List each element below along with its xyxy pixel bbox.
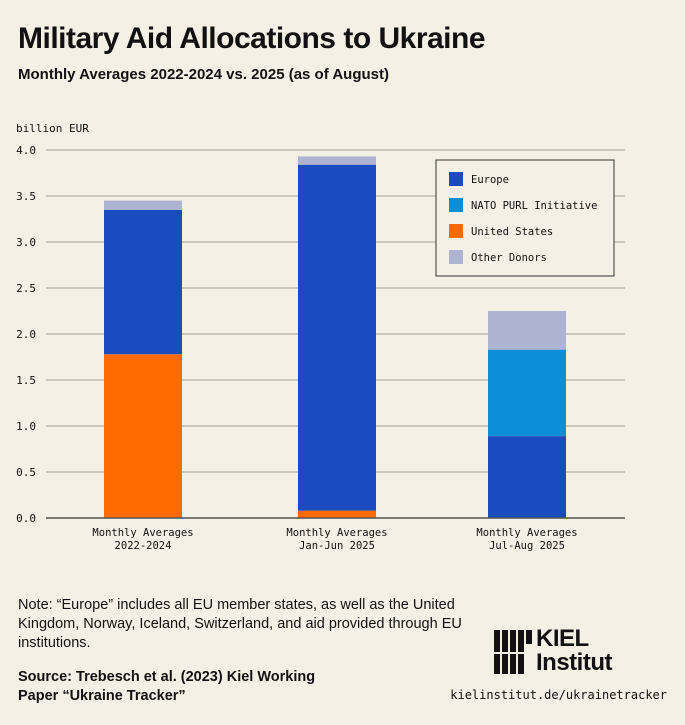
x-tick-label: Monthly Averages [286, 527, 387, 539]
legend-swatch [449, 172, 463, 186]
logo-text: KIEL Institut [536, 627, 612, 675]
bar-segment-other-donors [104, 200, 182, 210]
legend-label: United States [471, 226, 553, 238]
chart-title: Military Aid Allocations to Ukraine [18, 22, 486, 55]
x-tick-label: 2022-2024 [115, 540, 172, 552]
logo-line-1: KIEL [536, 625, 589, 652]
y-tick-label: 2.0 [16, 328, 36, 341]
x-tick-label: Jul-Aug 2025 [489, 540, 565, 552]
y-tick-label: 4.0 [16, 144, 36, 157]
legend-swatch [449, 224, 463, 238]
y-axis-label: billion EUR [16, 122, 89, 135]
logo-line-2: Institut [536, 649, 612, 676]
legend-swatch [449, 250, 463, 264]
y-tick-label: 0.5 [16, 466, 36, 479]
bar-segment-europe [298, 164, 376, 511]
bar-segment-united-states [104, 354, 182, 518]
y-tick-label: 1.0 [16, 420, 36, 433]
footnote: Note: “Europe” includes all EU member st… [18, 597, 462, 651]
y-tick-label: 2.5 [16, 282, 36, 295]
y-tick-label: 3.5 [16, 190, 36, 203]
source-url: kielinstitut.de/ukrainetracker [450, 688, 667, 702]
legend-label: Other Donors [471, 252, 547, 264]
logo-mark-icon [494, 630, 532, 674]
bar-segment-other-donors [298, 156, 376, 165]
y-tick-label: 1.5 [16, 374, 36, 387]
bar-segment-europe [488, 436, 566, 518]
y-tick-label: 0.0 [16, 512, 36, 525]
x-tick-label: Monthly Averages [476, 527, 577, 539]
bar-segment-nato-purl-initiative [488, 349, 566, 437]
x-tick-label: Monthly Averages [92, 527, 193, 539]
bar-segment-other-donors [488, 311, 566, 350]
legend-label: NATO PURL Initiative [471, 200, 597, 212]
x-tick-label: Jan-Jun 2025 [299, 540, 375, 552]
legend-box [435, 159, 615, 277]
bar-segment-europe [104, 209, 182, 355]
y-tick-label: 3.0 [16, 236, 36, 249]
stacked-bar-chart: billion EUR 0.0 0.5 1.0 1.5 2.0 2.5 3.0 3.5 4.0 Mo… [16, 122, 625, 552]
legend-label: Europe [471, 174, 509, 186]
source-citation: Source: Trebesch et al. (2023) Kiel Work… [18, 669, 316, 704]
legend-swatch [449, 198, 463, 212]
chart-subtitle: Monthly Averages 2022-2024 vs. 2025 (as … [18, 66, 389, 83]
kiel-institut-logo: KIEL Institut [494, 627, 634, 678]
bar-segment-united-states [298, 510, 376, 518]
